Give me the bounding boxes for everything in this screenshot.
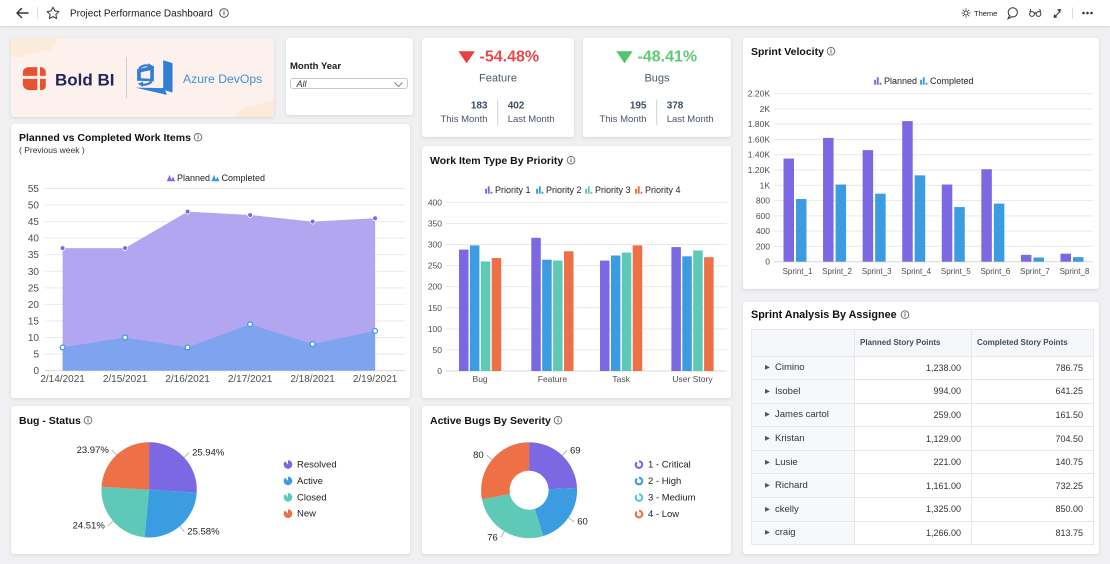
svg-text:402: 402: [508, 101, 525, 112]
svg-text:Sprint_8: Sprint_8: [1060, 267, 1090, 276]
svg-text:250: 250: [428, 261, 442, 271]
svg-text:Work Item Type By Priority: Work Item Type By Priority: [430, 155, 563, 167]
svg-text:5: 5: [33, 350, 39, 361]
svg-text:80: 80: [473, 450, 484, 461]
svg-text:2 - High: 2 - High: [648, 476, 681, 487]
svg-text:25.58%: 25.58%: [187, 527, 220, 538]
svg-text:30: 30: [28, 267, 40, 278]
svg-text:Bug - Status: Bug - Status: [19, 415, 81, 427]
svg-text:2/16/2021: 2/16/2021: [165, 374, 210, 385]
svg-text:3 - Medium: 3 - Medium: [648, 493, 696, 504]
svg-text:1K: 1K: [760, 180, 771, 190]
svg-text:1.80K: 1.80K: [748, 119, 771, 129]
svg-text:Bug: Bug: [473, 374, 488, 384]
svg-text:35: 35: [28, 250, 40, 261]
svg-text:Feature: Feature: [538, 374, 568, 384]
svg-text:25.94%: 25.94%: [192, 448, 225, 459]
svg-text:195: 195: [630, 101, 647, 112]
svg-text:This Month: This Month: [441, 114, 488, 125]
svg-text:Priority 2: Priority 2: [546, 185, 582, 195]
svg-text:Theme: Theme: [974, 9, 997, 18]
svg-text:Bold BI: Bold BI: [55, 71, 115, 90]
svg-text:This Month: This Month: [600, 114, 647, 125]
svg-text:1.20K: 1.20K: [748, 165, 771, 175]
svg-text:1.40K: 1.40K: [748, 150, 771, 160]
svg-text:Task: Task: [612, 374, 630, 384]
svg-text:200: 200: [428, 282, 442, 292]
svg-text:600: 600: [756, 211, 770, 221]
svg-text:25: 25: [28, 283, 40, 294]
svg-text:Priority 3: Priority 3: [595, 185, 631, 195]
svg-text:Planned: Planned: [177, 173, 210, 183]
svg-text:60: 60: [577, 517, 588, 528]
svg-text:10: 10: [28, 333, 40, 344]
svg-text:400: 400: [428, 197, 442, 207]
svg-text:Project Performance Dashboard: Project Performance Dashboard: [70, 9, 213, 20]
svg-text:2/17/2021: 2/17/2021: [228, 374, 273, 385]
svg-text:100: 100: [428, 324, 442, 334]
svg-text:300: 300: [428, 240, 442, 250]
svg-text:Sprint_7: Sprint_7: [1020, 267, 1050, 276]
svg-text:69: 69: [570, 445, 581, 456]
svg-text:Last Month: Last Month: [508, 114, 555, 125]
svg-text:2/18/2021: 2/18/2021: [290, 374, 335, 385]
svg-text:Completed: Completed: [222, 173, 266, 183]
svg-text:2K: 2K: [760, 104, 771, 114]
svg-text:Closed: Closed: [297, 492, 327, 503]
svg-text:2/14/2021: 2/14/2021: [40, 374, 85, 385]
svg-text:Azure DevOps: Azure DevOps: [183, 72, 262, 86]
svg-text:Priority 4: Priority 4: [645, 185, 681, 195]
svg-text:Sprint_3: Sprint_3: [862, 267, 892, 276]
svg-text:76: 76: [487, 532, 498, 543]
svg-text:350: 350: [428, 218, 442, 228]
svg-text:400: 400: [756, 226, 770, 236]
svg-text:2/15/2021: 2/15/2021: [103, 374, 148, 385]
svg-text:200: 200: [756, 241, 770, 251]
svg-text:User Story: User Story: [672, 374, 713, 384]
svg-text:Completed: Completed: [930, 76, 974, 86]
svg-text:2.20K: 2.20K: [748, 89, 771, 99]
svg-text:50: 50: [28, 201, 40, 212]
svg-text:Resolved: Resolved: [297, 460, 337, 471]
svg-text:Last Month: Last Month: [667, 114, 714, 125]
svg-text:20: 20: [28, 300, 40, 311]
svg-text:-48.41%: -48.41%: [638, 48, 698, 65]
svg-text:( Previous week ): ( Previous week ): [19, 145, 85, 155]
svg-text:0: 0: [765, 257, 770, 267]
svg-text:Sprint Velocity: Sprint Velocity: [751, 46, 824, 58]
svg-text:Sprint_1: Sprint_1: [783, 267, 813, 276]
svg-text:4 - Low: 4 - Low: [648, 509, 679, 520]
svg-text:40: 40: [28, 234, 40, 245]
svg-text:Active: Active: [297, 476, 323, 487]
svg-text:50: 50: [433, 345, 443, 355]
svg-text:Bugs: Bugs: [644, 73, 670, 85]
svg-text:1 - Critical: 1 - Critical: [648, 460, 691, 471]
svg-text:-54.48%: -54.48%: [480, 48, 540, 65]
svg-text:150: 150: [428, 303, 442, 313]
svg-text:New: New: [297, 509, 316, 520]
svg-text:Sprint_5: Sprint_5: [941, 267, 971, 276]
svg-text:Planned: Planned: [884, 76, 917, 86]
svg-text:Planned vs Completed Work Item: Planned vs Completed Work Items: [19, 132, 191, 144]
svg-text:Active Bugs By Severity: Active Bugs By Severity: [430, 415, 551, 427]
svg-text:378: 378: [667, 101, 684, 112]
svg-text:800: 800: [756, 196, 770, 206]
svg-text:24.51%: 24.51%: [73, 521, 106, 532]
svg-text:15: 15: [28, 316, 40, 327]
svg-text:0: 0: [33, 366, 39, 377]
svg-text:45: 45: [28, 217, 40, 228]
svg-text:Sprint_4: Sprint_4: [901, 267, 931, 276]
svg-text:Priority 1: Priority 1: [495, 185, 531, 195]
svg-text:0: 0: [437, 366, 442, 376]
svg-text:Sprint_2: Sprint_2: [822, 267, 852, 276]
svg-text:23.97%: 23.97%: [77, 445, 110, 456]
svg-text:Sprint_6: Sprint_6: [980, 267, 1010, 276]
svg-text:Feature: Feature: [479, 73, 517, 85]
svg-text:1.60K: 1.60K: [748, 134, 771, 144]
svg-text:183: 183: [471, 101, 488, 112]
svg-text:2/19/2021: 2/19/2021: [353, 374, 398, 385]
svg-text:55: 55: [28, 184, 40, 195]
